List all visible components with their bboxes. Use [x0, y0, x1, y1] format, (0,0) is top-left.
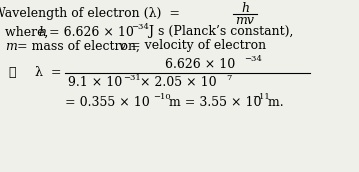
Text: where,: where,: [5, 25, 52, 39]
Text: J s (Planck’s constant),: J s (Planck’s constant),: [145, 25, 293, 39]
Text: −11: −11: [252, 93, 270, 101]
Text: ∴: ∴: [8, 67, 15, 79]
Text: m: m: [5, 40, 17, 52]
Text: 6.626 × 10: 6.626 × 10: [165, 57, 235, 71]
Text: 9.1 × 10: 9.1 × 10: [68, 77, 122, 89]
Text: −10: −10: [153, 93, 171, 101]
Text: −34: −34: [244, 55, 262, 63]
Text: Wavelength of electron (λ)  =: Wavelength of electron (λ) =: [0, 8, 180, 20]
Text: m.: m.: [264, 95, 284, 109]
Text: = velocity of electron: = velocity of electron: [126, 40, 266, 52]
Text: h: h: [38, 25, 46, 39]
Text: = mass of electron,: = mass of electron,: [13, 40, 144, 52]
Text: v: v: [119, 40, 126, 52]
Text: h: h: [241, 2, 249, 14]
Text: = 0.355 × 10: = 0.355 × 10: [65, 95, 150, 109]
Text: −31: −31: [123, 74, 141, 82]
Text: mv: mv: [236, 14, 255, 28]
Text: × 2.05 × 10: × 2.05 × 10: [136, 77, 216, 89]
Text: 7: 7: [226, 74, 231, 82]
Text: −34: −34: [131, 23, 149, 31]
Text: λ  =: λ =: [35, 67, 61, 79]
Text: m = 3.55 × 10: m = 3.55 × 10: [165, 95, 261, 109]
Text: = 6.626 × 10: = 6.626 × 10: [45, 25, 134, 39]
